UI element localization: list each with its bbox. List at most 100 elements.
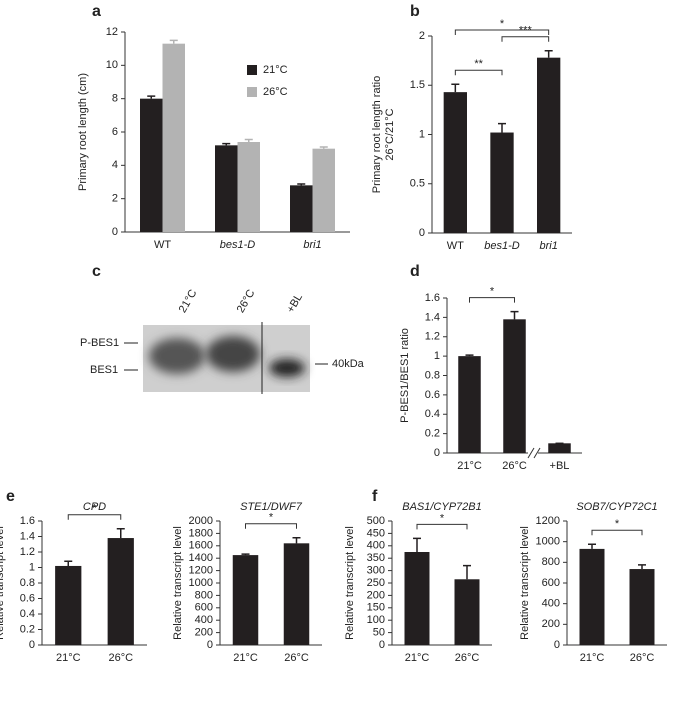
significance-label: ** [474,58,483,70]
bar [290,185,313,232]
significance-bracket [501,36,550,42]
x-tick-label: 21°C [56,652,81,664]
y-tick-label: 250 [367,577,385,589]
significance-label: * [92,503,97,515]
bar [404,552,430,645]
y-axis-label: Relative transcript level [519,526,531,640]
y-tick-label: 0.5 [410,178,425,190]
significance-bracket [245,523,297,529]
y-tick-label: 1.2 [20,546,35,558]
x-tick-label: 26°C [108,652,133,664]
y-tick-label: 1200 [189,565,213,577]
y-tick-label: 500 [367,515,385,527]
y-tick-label: 0 [379,639,385,651]
y-axis-label: Relative transcript level [344,526,356,640]
y-tick-label: 150 [367,602,385,614]
y-tick-label: 600 [195,602,213,614]
bar [232,555,259,645]
y-tick-label: 0.6 [20,592,35,604]
y-tick-label: 100 [367,614,385,626]
x-tick-label: 21°C [580,652,605,664]
significance-label: * [500,18,505,30]
significance-label: * [490,285,495,297]
legend-label: 21°C [263,64,288,76]
x-tick-label: 21°C [233,652,258,664]
bar [579,548,605,645]
error-bar [297,183,306,186]
y-tick-label: 0 [419,227,425,239]
lane-label: +BL [285,292,305,315]
error-bar [169,39,178,44]
y-axis-label: Relative transcript level [0,526,6,640]
y-axis-label: P-BES1/BES1 ratio [399,328,411,423]
legend-swatch [247,65,257,75]
bar [503,319,526,453]
error-bar [544,50,553,58]
chart-title: CPD [83,501,106,513]
chart-title: SOB7/CYP72C1 [576,501,657,513]
bar [458,356,481,453]
y-tick-label: 0.2 [20,623,35,635]
y-tick-label: 0.4 [425,408,440,420]
y-tick-label: 0 [434,447,440,459]
y-tick-label: 600 [542,577,560,589]
error-bar [244,138,253,142]
y-tick-label: 400 [367,540,385,552]
error-bar [147,95,156,99]
x-tick-label: 21°C [405,652,430,664]
y-tick-label: 50 [373,627,385,639]
blot-band [206,336,260,372]
x-tick-label: 26°C [502,460,527,472]
error-bar [222,142,231,146]
y-tick-label: 300 [367,565,385,577]
significance-label: * [615,518,620,530]
y-tick-label: 1.6 [20,515,35,527]
bar [629,569,655,645]
y-tick-label: 1.5 [410,79,425,91]
error-bar [588,543,596,549]
y-tick-label: 450 [367,527,385,539]
band-label: P-BES1 [80,337,119,349]
panel-letter: f [372,488,378,505]
error-bar [319,146,328,149]
y-tick-label: 800 [195,589,213,601]
y-tick-label: 1000 [189,577,213,589]
y-tick-label: 1800 [189,527,213,539]
y-tick-label: 0 [207,639,213,651]
y-tick-label: 10 [106,59,118,71]
y-tick-label: 12 [106,26,118,38]
panel-letter: e [6,488,15,505]
significance-bracket [454,69,503,76]
significance-bracket [67,514,122,520]
panel-letter: c [92,263,101,280]
y-tick-label: 6 [112,126,118,138]
panel-letter: b [410,3,420,20]
x-tick-label: +BL [550,460,570,472]
legend-swatch [247,87,257,97]
significance-bracket [416,523,468,530]
y-tick-label: 0 [29,639,35,651]
y-tick-label: 0.6 [425,389,440,401]
y-tick-label: 350 [367,552,385,564]
error-bar [413,537,421,552]
error-bar [451,83,460,93]
x-tick-label: WT [447,240,464,252]
y-tick-label: 1 [434,350,440,362]
x-tick-label: bes1-D [220,239,256,251]
blot-band [269,359,305,377]
error-bar [292,536,301,544]
y-tick-label: 1 [29,561,35,573]
y-tick-label: 2000 [189,515,213,527]
error-bar [64,560,73,566]
y-axis-label: 26°C/21°C [384,108,396,160]
chart-title: STE1/DWF7 [240,501,303,513]
y-tick-label: 800 [542,556,560,568]
error-bar [116,528,125,539]
y-tick-label: 1.2 [425,331,440,343]
error-bar [241,553,250,556]
y-tick-label: 0.2 [425,428,440,440]
x-tick-label: 26°C [630,652,655,664]
y-tick-label: 2 [419,30,425,42]
panel-letter: a [92,3,101,20]
